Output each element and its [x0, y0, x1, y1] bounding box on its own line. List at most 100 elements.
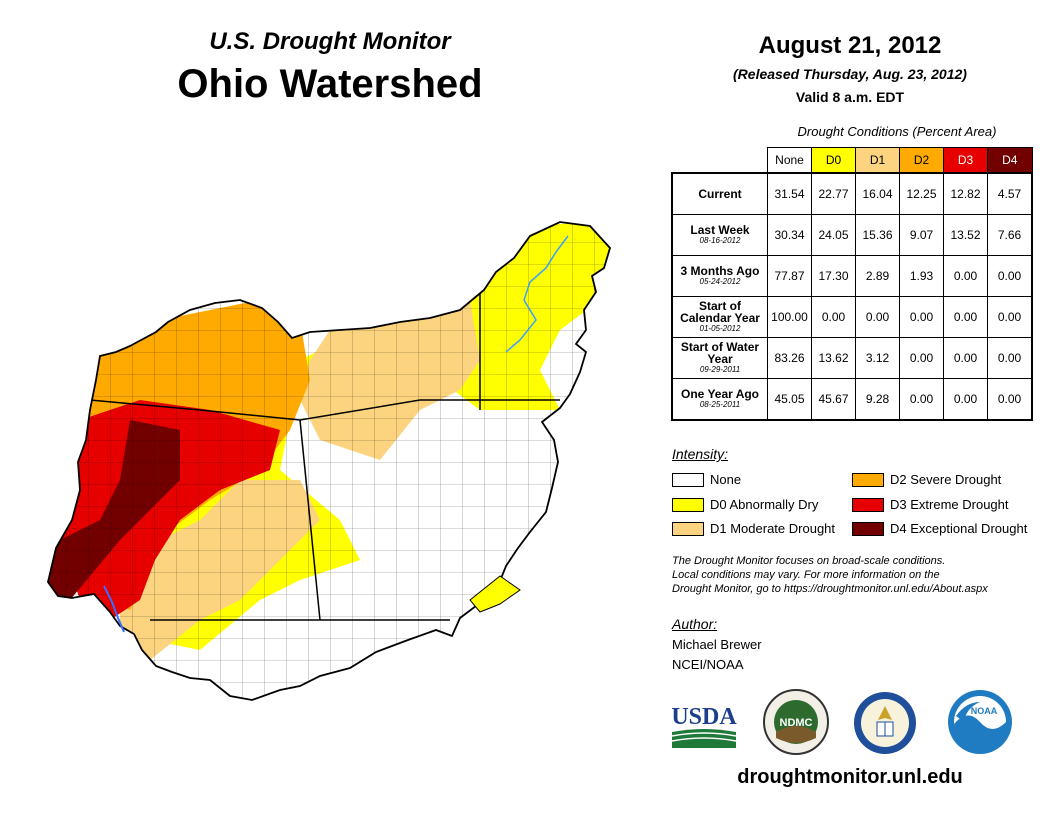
table-cell: 15.36	[855, 214, 900, 256]
col-header-d2: D2	[899, 147, 944, 174]
region-title: Ohio Watershed	[177, 62, 483, 106]
table-cell: 16.04	[855, 172, 900, 215]
row-label: Start of Calendar Year 01-05-2012	[671, 296, 768, 338]
legend-label: None	[710, 472, 742, 487]
table-cell: 0.00	[943, 296, 988, 338]
legend-swatch	[852, 521, 884, 536]
row-label: Current	[671, 172, 768, 215]
table-cell: 24.05	[811, 214, 856, 256]
note-line: Local conditions may vary. For more info…	[672, 569, 940, 581]
row-date: 05-24-2012	[699, 277, 741, 286]
map-date: August 21, 2012	[758, 32, 942, 59]
author-heading: Author:	[672, 616, 718, 632]
table-caption: Drought Conditions (Percent Area)	[797, 124, 997, 139]
map-basin-outline	[47, 221, 612, 701]
table-cell: 0.00	[899, 378, 944, 421]
row-label: 3 Months Ago 05-24-2012	[671, 255, 768, 297]
table-cell: 77.87	[767, 255, 812, 297]
legend-label: D4 Exceptional Drought	[890, 521, 1028, 536]
row-date: 08-16-2012	[699, 236, 741, 245]
table-cell: 0.00	[855, 296, 900, 338]
table-cell: 0.00	[987, 296, 1033, 338]
table-header-row: None D0 D1 D2 D3 D4	[672, 147, 1033, 174]
legend-swatch	[672, 472, 704, 487]
author-name: Michael Brewer	[672, 637, 762, 652]
noaa-logo: NOAA	[948, 690, 1012, 754]
table-cell: 2.89	[855, 255, 900, 297]
note-line: Drought Monitor, go to https://droughtmo…	[672, 583, 988, 595]
row-date: 01-05-2012	[699, 324, 741, 333]
legend-swatch	[672, 521, 704, 536]
map-county-lines	[48, 222, 610, 700]
legend-item-d3: D3 Extreme Drought	[852, 497, 1009, 512]
legend-heading: Intensity:	[672, 446, 729, 462]
table-cell: 17.30	[811, 255, 856, 297]
col-header-none: None	[767, 147, 812, 174]
usda-logo: USDA	[671, 704, 737, 748]
table-row: 3 Months Ago 05-24-2012 77.87 17.30 2.89 …	[671, 255, 1033, 297]
release-date: (Released Thursday, Aug. 23, 2012)	[733, 66, 967, 82]
map-detached-area	[469, 575, 521, 613]
ndmc-logo: NDMC	[763, 689, 829, 755]
table-cell: 4.57	[987, 172, 1033, 215]
legend-swatch	[852, 497, 884, 512]
map-river-west	[103, 585, 125, 633]
note-line: The Drought Monitor focuses on broad-sca…	[672, 555, 946, 567]
usda-logo-text: USDA	[671, 704, 737, 730]
legend-label: D0 Abnormally Dry	[710, 497, 819, 512]
row-label: Start of Water Year 09-29-2011	[671, 337, 768, 379]
legend-item-d2: D2 Severe Drought	[852, 472, 1001, 487]
table-cell: 13.52	[943, 214, 988, 256]
valid-time: Valid 8 a.m. EDT	[795, 89, 905, 105]
table-cell: 45.67	[811, 378, 856, 421]
table-row: Last Week 08-16-2012 30.34 24.05 15.36 9.…	[671, 214, 1033, 256]
table-row: Start of Water Year 09-29-2011 83.26 13.6…	[671, 337, 1033, 379]
drought-conditions-table: None D0 D1 D2 D3 D4 Current 31.54 22.77 …	[671, 147, 1033, 421]
table-cell: 12.82	[943, 172, 988, 215]
col-header-d1: D1	[855, 147, 900, 174]
table-cell: 13.62	[811, 337, 856, 379]
col-header-d3: D3	[943, 147, 988, 174]
website-url[interactable]: droughtmonitor.unl.edu	[737, 766, 963, 788]
disclaimer-note: The Drought Monitor focuses on broad-sca…	[672, 554, 1052, 596]
table-cell: 3.12	[855, 337, 900, 379]
author-org: NCEI/NOAA	[672, 657, 744, 672]
table-cell: 31.54	[767, 172, 812, 215]
table-cell: 9.07	[899, 214, 944, 256]
table-cell: 0.00	[943, 255, 988, 297]
map-river-east	[505, 235, 569, 353]
legend-swatch	[672, 497, 704, 512]
table-cell: 0.00	[811, 296, 856, 338]
legend-label: D3 Extreme Drought	[890, 497, 1009, 512]
table-cell: 7.66	[987, 214, 1033, 256]
table-cell: 0.00	[899, 296, 944, 338]
col-header-d0: D0	[811, 147, 856, 174]
table-cell: 9.28	[855, 378, 900, 421]
legend-item-d4: D4 Exceptional Drought	[852, 521, 1027, 536]
legend-swatch	[852, 472, 884, 487]
table-cell: 100.00	[767, 296, 812, 338]
ohio-watershed-map	[47, 221, 612, 701]
legend-item-none: None	[672, 472, 741, 487]
table-cell: 0.00	[987, 337, 1033, 379]
table-cell: 22.77	[811, 172, 856, 215]
table-cell: 12.25	[899, 172, 944, 215]
table-cell: 0.00	[899, 337, 944, 379]
row-label: Last Week 08-16-2012	[671, 214, 768, 256]
table-cell: 1.93	[899, 255, 944, 297]
legend-item-d1: D1 Moderate Drought	[672, 521, 835, 536]
table-cell: 45.05	[767, 378, 812, 421]
table-cell: 83.26	[767, 337, 812, 379]
col-header-d4: D4	[987, 147, 1033, 174]
legend-label: D2 Severe Drought	[890, 472, 1002, 487]
map-state-boundary	[89, 260, 560, 621]
row-date: 09-29-2011	[699, 365, 741, 374]
table-row: One Year Ago 08-25-2011 45.05 45.67 9.28 …	[671, 378, 1033, 421]
table-cell: 30.34	[767, 214, 812, 256]
table-cell: 0.00	[943, 337, 988, 379]
commerce-seal-logo	[854, 692, 916, 754]
table-row: Start of Calendar Year 01-05-2012 100.00 …	[671, 296, 1033, 338]
legend-label: D1 Moderate Drought	[710, 521, 836, 536]
row-label: One Year Ago 08-25-2011	[671, 378, 768, 421]
table-row: Current 31.54 22.77 16.04 12.25 12.82 4.…	[671, 172, 1033, 215]
